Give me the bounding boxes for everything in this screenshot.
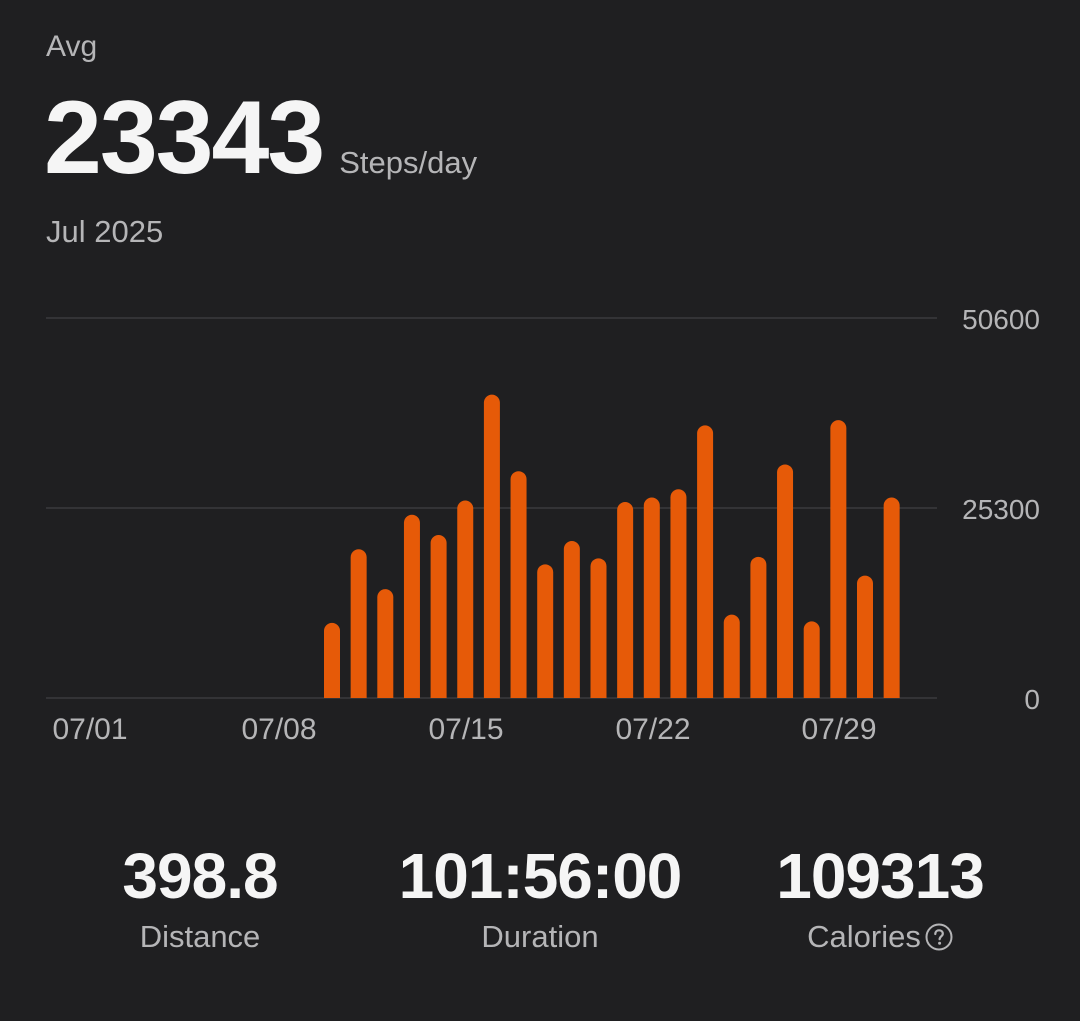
bar-07-24[interactable] (697, 425, 714, 698)
bar-07-11[interactable] (350, 549, 367, 698)
steps-bar-chart[interactable]: 50600 25300 0 07/01 07/08 07/15 07/22 07/29 (0, 290, 1080, 760)
bar-07-28[interactable] (803, 621, 820, 698)
stats-row: 398.8 Distance 101:56:00 Duration 109313… (0, 838, 1080, 978)
y-tick-label: 0 (1024, 684, 1040, 715)
bar-07-19[interactable] (563, 541, 580, 698)
bar-07-21[interactable] (617, 501, 634, 698)
avg-row: 23343 Steps/day (44, 80, 478, 196)
bar-07-25[interactable] (723, 614, 740, 698)
chart-bars (324, 394, 900, 698)
avg-steps-value: 23343 (44, 80, 325, 196)
bar-07-31[interactable] (883, 497, 900, 698)
x-tick-label: 07/15 (428, 713, 503, 746)
bar-07-13[interactable] (403, 514, 420, 698)
bar-07-20[interactable] (590, 558, 607, 698)
stat-calories[interactable]: 109313 Calories (700, 838, 1060, 955)
bar-07-16[interactable] (483, 394, 500, 698)
x-tick-label: 07/29 (801, 713, 876, 746)
x-tick-label: 07/01 (52, 713, 127, 746)
avg-steps-unit: Steps/day (339, 145, 478, 180)
duration-value: 101:56:00 (398, 840, 683, 912)
bar-07-29[interactable] (830, 420, 847, 698)
bar-07-17[interactable] (510, 471, 527, 698)
chart-y-axis: 50600 25300 0 (962, 304, 1040, 715)
bar-07-14[interactable] (430, 535, 447, 698)
chart-x-axis: 07/01 07/08 07/15 07/22 07/29 (52, 713, 876, 746)
calories-value: 109313 (776, 840, 985, 912)
bar-07-15[interactable] (457, 500, 474, 698)
bar-07-12[interactable] (377, 589, 394, 698)
bar-07-27[interactable] (777, 464, 794, 698)
help-icon[interactable] (925, 923, 953, 951)
x-tick-label: 07/08 (241, 713, 316, 746)
calories-label: Calories (807, 918, 921, 954)
distance-value: 398.8 (122, 840, 278, 912)
duration-label: Duration (481, 918, 599, 954)
bar-07-10[interactable] (324, 622, 340, 698)
bar-07-18[interactable] (537, 564, 554, 698)
distance-label: Distance (139, 918, 261, 954)
stat-duration[interactable]: 101:56:00 Duration (360, 838, 720, 955)
y-tick-label: 25300 (962, 494, 1040, 525)
bar-07-23[interactable] (670, 489, 687, 698)
bar-07-30[interactable] (857, 575, 873, 698)
bar-07-22[interactable] (643, 497, 660, 698)
avg-label: Avg (46, 30, 98, 63)
bar-07-26[interactable] (750, 556, 767, 698)
period-label[interactable]: Jul 2025 (46, 214, 164, 249)
stat-distance[interactable]: 398.8 Distance (20, 838, 380, 955)
y-tick-label: 50600 (962, 304, 1040, 335)
x-tick-label: 07/22 (615, 713, 690, 746)
